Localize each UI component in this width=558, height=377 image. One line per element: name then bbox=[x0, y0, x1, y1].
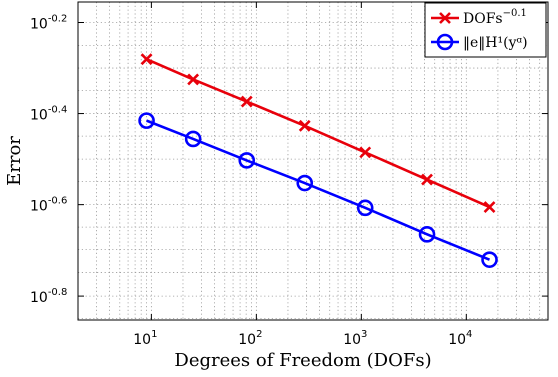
series-2-point bbox=[481, 251, 498, 268]
series-1-point bbox=[140, 53, 153, 66]
y-tick-label: 10-0.2 bbox=[30, 14, 67, 33]
series-1-point bbox=[298, 119, 311, 132]
series-1-point bbox=[240, 95, 253, 108]
marker-stroke bbox=[187, 73, 200, 86]
marker-stroke bbox=[298, 119, 311, 132]
series-2-point bbox=[418, 226, 436, 243]
axis-ticks: 101 102 103 104 10-0.2 10-0.4 10-0.6 10-0.8 bbox=[30, 2, 548, 348]
marker-stroke bbox=[483, 201, 496, 213]
series-2 bbox=[138, 112, 498, 268]
y-tick-label: 10-0.8 bbox=[30, 287, 67, 306]
series-2-point bbox=[296, 174, 314, 192]
legend-marker bbox=[436, 33, 454, 51]
legend: DOFs−0.1 ‖e‖H¹(yᵅ) bbox=[424, 2, 547, 58]
series-1-point bbox=[483, 201, 496, 213]
series-1-point bbox=[359, 146, 372, 159]
x-tick-label: 102 bbox=[238, 329, 262, 348]
series-layer bbox=[138, 53, 498, 268]
series-1-point bbox=[421, 173, 433, 186]
legend-label: ‖e‖H¹(yᵅ) bbox=[463, 35, 528, 51]
legend-item-1: DOFs−0.1 bbox=[431, 8, 527, 27]
y-tick-label: 10-0.6 bbox=[30, 196, 67, 215]
series-2-point bbox=[238, 152, 256, 169]
y-tick-label: 10-0.4 bbox=[30, 105, 67, 124]
series-2-point bbox=[184, 130, 202, 148]
legend-marker bbox=[439, 12, 451, 24]
legend-item-2: ‖e‖H¹(yᵅ) bbox=[431, 33, 528, 51]
y-axis-title: Error bbox=[4, 136, 25, 186]
series-2-line bbox=[146, 119, 491, 261]
marker-stroke bbox=[240, 95, 253, 108]
series-2-point bbox=[356, 199, 374, 217]
legend-label: DOFs−0.1 bbox=[463, 8, 527, 27]
series-1 bbox=[140, 53, 496, 213]
plot-area-frame bbox=[77, 1, 549, 321]
marker-stroke bbox=[140, 53, 153, 66]
series-1-point bbox=[187, 73, 200, 86]
x-tick-label: 103 bbox=[343, 329, 367, 348]
x-tick-label: 104 bbox=[448, 329, 472, 348]
x-tick-label: 101 bbox=[133, 329, 157, 348]
x-axis-title: Degrees of Freedom (DOFs) bbox=[174, 350, 431, 371]
marker-stroke bbox=[421, 173, 433, 186]
series-2-point bbox=[138, 112, 155, 129]
marker-stroke bbox=[359, 146, 372, 159]
marker-stroke bbox=[439, 12, 451, 24]
